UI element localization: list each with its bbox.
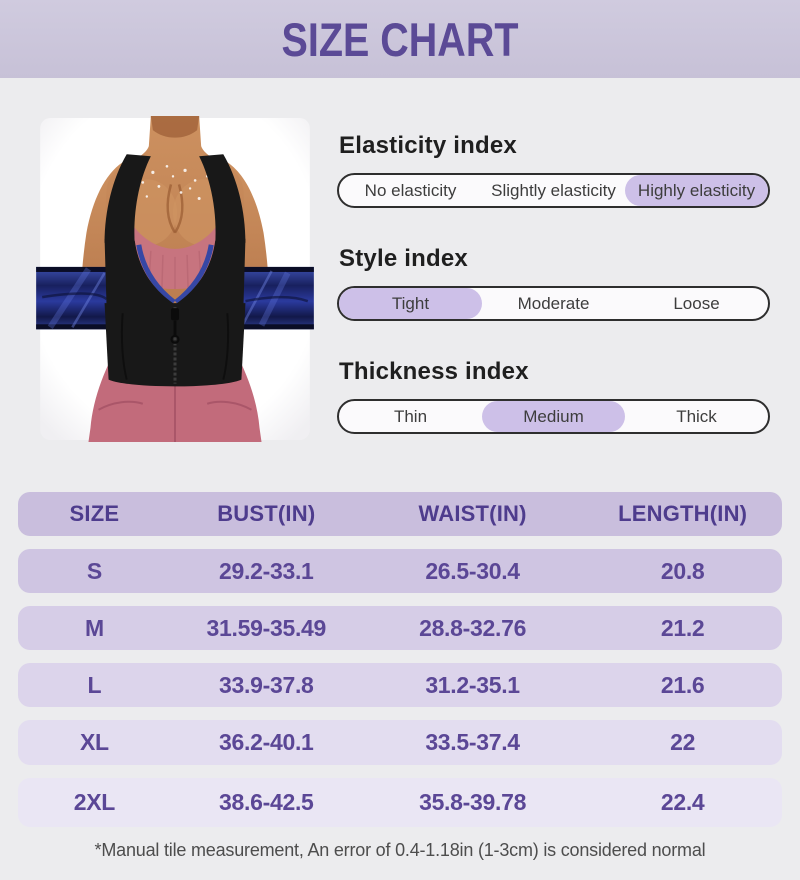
index-option-selected: Medium	[482, 401, 625, 432]
product-photo-illustration	[36, 116, 314, 442]
size-table: SIZE BUST(IN) WAIST(IN) LENGTH(IN) S 29.2-33.…	[18, 492, 782, 827]
table-cell: 2XL	[73, 789, 116, 815]
index-option: Thin	[393, 406, 428, 426]
table-cell: L	[87, 671, 102, 698]
table-cell: WAIST(IN)	[418, 501, 527, 526]
table-cell: 38.6-42.5	[219, 789, 314, 815]
index-groups: Elasticity index No elasticity Slightly e…	[337, 132, 770, 434]
table-header-row: SIZE BUST(IN) WAIST(IN) LENGTH(IN)	[18, 492, 782, 536]
index-option: Moderate	[517, 293, 590, 313]
index-group: Thickness index Thin Medium Thick	[337, 358, 770, 434]
table-cell: 22.4	[660, 789, 705, 815]
table-cell: 29.2-33.1	[219, 557, 314, 584]
index-title: Thickness index	[339, 358, 529, 385]
table-cell: S	[86, 557, 102, 584]
table-cell: 31.2-35.1	[425, 671, 520, 698]
table-row: S 29.2-33.1 26.5-30.4 20.8	[18, 549, 782, 593]
header-banner: SIZE CHART	[0, 0, 800, 78]
table-cell: 20.8	[660, 557, 705, 584]
table-cell: BUST(IN)	[217, 501, 316, 526]
index-option-bar: Tight Moderate Loose	[337, 286, 770, 321]
table-cell: 35.8-39.78	[419, 789, 527, 815]
footnote: *Manual tile measurement, An error of 0.…	[94, 840, 706, 860]
table-cell: 33.5-37.4	[425, 729, 520, 755]
index-option-selected: Tight	[339, 288, 482, 319]
index-option: No elasticity	[364, 180, 457, 200]
index-option-bar: No elasticity Slightly elasticity Highly e…	[337, 173, 770, 208]
table-cell: 36.2-40.1	[219, 729, 314, 755]
table-cell: LENGTH(IN)	[618, 501, 748, 526]
index-option-bar: Thin Medium Thick	[337, 399, 770, 434]
index-group: Style index Tight Moderate Loose	[337, 245, 770, 321]
table-cell: 26.5-30.4	[425, 557, 520, 584]
index-option: Slightly elasticity	[491, 180, 616, 200]
table-cell: 21.6	[660, 671, 705, 698]
table-row: 2XL 38.6-42.5 35.8-39.78 22.4	[18, 778, 782, 827]
table-row: M 31.59-35.49 28.8-32.76 21.2	[18, 606, 782, 650]
index-title: Elasticity index	[339, 132, 517, 159]
table-cell: 33.9-37.8	[219, 671, 314, 698]
table-cell: 22	[670, 729, 696, 755]
table-cell: 28.8-32.76	[419, 614, 527, 641]
table-cell: XL	[80, 729, 109, 755]
table-row: XL 36.2-40.1 33.5-37.4 22	[18, 720, 782, 765]
index-option: Thick	[676, 406, 717, 426]
table-cell: 31.59-35.49	[206, 614, 327, 641]
index-group: Elasticity index No elasticity Slightly e…	[337, 132, 770, 208]
page-title: SIZE CHART	[281, 12, 519, 66]
index-option: Loose	[673, 293, 720, 313]
index-option-selected: Highly elasticity	[625, 175, 768, 206]
table-cell: 21.2	[660, 614, 705, 641]
table-cell: SIZE	[69, 501, 120, 526]
table-cell: M	[84, 614, 104, 641]
index-title: Style index	[339, 245, 468, 272]
product-photo	[34, 116, 316, 442]
table-row: L 33.9-37.8 31.2-35.1 21.6	[18, 663, 782, 707]
